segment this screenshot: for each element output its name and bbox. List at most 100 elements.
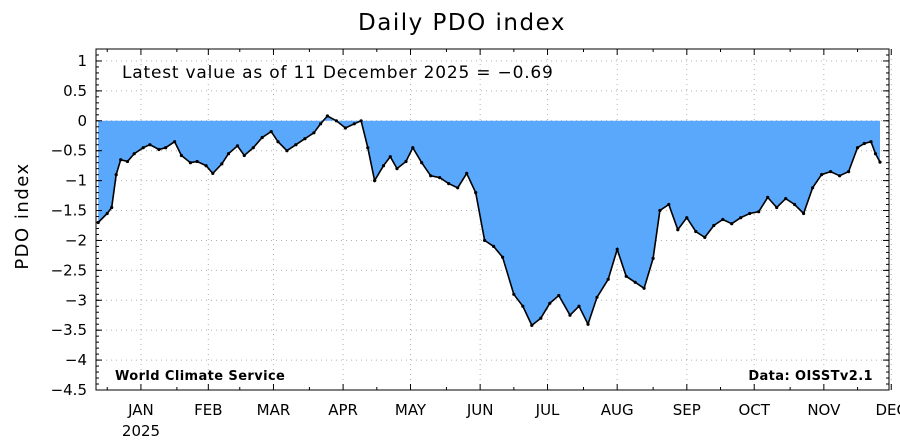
pdo-data-point [110,205,114,210]
y-tick-label: −1.5 [51,202,87,220]
pdo-data-point [633,280,637,284]
pdo-data-point [784,197,788,201]
y-tick-label: 0 [77,112,87,130]
pdo-data-point [173,140,177,144]
pdo-data-point [303,137,307,141]
y-tick-label: −3 [65,291,87,309]
pdo-data-point [132,152,136,156]
x-axis-ticks: JAN FEB MAR APR MAY JUN JUL AUG SEP OCT NOV DEC [106,49,900,419]
pdo-data-point [878,160,882,164]
pdo-data-point [465,171,469,175]
x-tick-label: MAY [395,401,427,419]
pdo-data-point [404,159,408,164]
pdo-data-point [429,174,433,178]
pdo-data-point [411,146,415,150]
pdo-data-point [319,122,323,126]
pdo-data-point [334,119,338,123]
latest-value-annotation: Latest value as of 11 December 2025 = −0… [122,63,554,83]
pdo-data-point [211,171,215,175]
pdo-data-point [667,202,671,207]
pdo-data-point [568,313,572,317]
pdo-data-point [447,182,451,186]
pdo-data-point [188,161,192,165]
pdo-data-point [676,228,680,232]
pdo-data-point [141,146,145,150]
y-tick-label: −4 [65,351,87,369]
pdo-data-point [757,210,761,214]
pdo-data-point [873,152,878,156]
pdo-data-point [557,293,561,298]
pdo-data-point [748,211,752,216]
pdo-data-point [658,208,662,213]
pdo-data-point [802,211,806,216]
pdo-area-fill [98,116,880,326]
pdo-data-point [381,164,386,168]
pdo-data-point [438,176,442,180]
pdo-data-point [685,216,689,220]
pdo-data-point [820,173,824,177]
pdo-data-point [712,223,716,228]
pdo-data-point [739,216,743,220]
y-tick-label: −3.5 [51,321,87,339]
pdo-data-point [204,164,208,168]
pdo-data-point [251,146,255,150]
x-tick-label: AUG [601,401,634,419]
pdo-data-point [220,162,224,166]
pdo-data-point [539,316,543,320]
pdo-data-point [501,255,505,259]
pdo-data-point [164,146,168,150]
pdo-data-point [352,122,356,126]
y-tick-label: −1 [65,172,87,190]
y-tick-label: −4.5 [51,381,87,399]
x-tick-label: DEC [875,401,900,419]
pdo-data-point [269,130,273,134]
pdo-data-point [483,238,487,242]
year-label: 2025 [122,422,160,440]
pdo-data-point [312,131,316,135]
pdo-data-point [512,292,516,296]
pdo-data-point [105,211,109,216]
pdo-data-point [119,158,123,162]
credit-right: Data: OISSTv2.1 [748,369,873,384]
pdo-data-point [548,301,552,305]
x-tick-label: SEP [673,401,701,419]
pdo-data-point [829,170,833,174]
pdo-data-point [325,114,329,118]
pdo-data-point [343,126,347,130]
pdo-data-point [373,179,377,183]
x-tick-label: APR [328,401,358,419]
pdo-data-point [285,149,289,153]
pdo-data-point [651,256,655,260]
pdo-data-point [474,191,478,195]
pdo-data-point [366,146,370,150]
pdo-data-point [595,295,599,299]
pdo-data-point [242,153,246,158]
pdo-data-point [694,229,698,234]
y-tick-label: −2 [65,231,87,249]
pdo-data-point [226,152,231,156]
pdo-data-point [148,143,152,147]
pdo-data-point [492,244,496,248]
pdo-data-point [811,186,815,190]
x-tick-label: NOV [807,401,841,419]
pdo-data-point [179,153,183,158]
credit-left: World Climate Service [115,369,285,384]
x-tick-label: FEB [194,401,222,419]
pdo-data-point [420,161,424,165]
pdo-data-point [855,146,860,150]
pdo-data-point [793,202,797,207]
pdo-data-point [530,323,534,327]
x-tick-label: MAR [257,401,291,419]
pdo-data-point [775,205,779,210]
chart-title: Daily PDO index [358,10,566,36]
pdo-data-point [294,143,298,147]
pdo-data-point [606,277,610,281]
pdo-data-point [642,286,646,290]
pdo-data-point [847,170,851,174]
pdo-data-point [703,235,707,239]
pdo-data-point [195,159,199,164]
pdo-data-point [125,159,130,164]
x-tick-label: OCT [738,401,770,419]
pdo-data-point [577,304,581,308]
